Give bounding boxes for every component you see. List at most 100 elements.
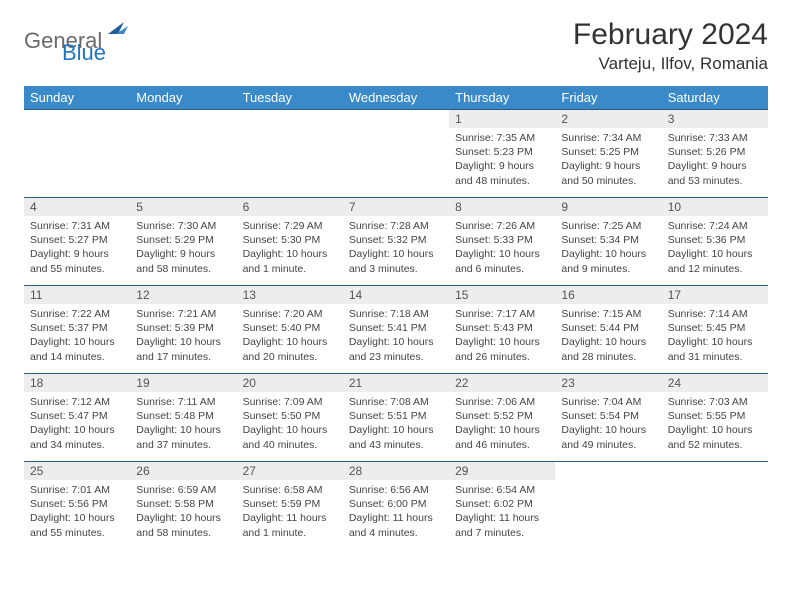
day-line-day2: and 55 minutes.	[30, 526, 124, 540]
day-line-day2: and 40 minutes.	[243, 438, 337, 452]
day-details: Sunrise: 7:29 AMSunset: 5:30 PMDaylight:…	[237, 216, 343, 282]
day-line-sunset: Sunset: 5:47 PM	[30, 409, 124, 423]
day-line-sunrise: Sunrise: 7:22 AM	[30, 307, 124, 321]
day-line-day2: and 12 minutes.	[668, 262, 762, 276]
calendar-table: Sunday Monday Tuesday Wednesday Thursday…	[24, 86, 768, 550]
day-line-day1: Daylight: 10 hours	[243, 247, 337, 261]
day-details: Sunrise: 7:15 AMSunset: 5:44 PMDaylight:…	[555, 304, 661, 370]
day-line-sunset: Sunset: 5:40 PM	[243, 321, 337, 335]
calendar-cell: 25Sunrise: 7:01 AMSunset: 5:56 PMDayligh…	[24, 462, 130, 550]
day-number: 4	[24, 198, 130, 216]
day-line-sunset: Sunset: 5:59 PM	[243, 497, 337, 511]
day-line-day1: Daylight: 10 hours	[668, 247, 762, 261]
day-line-day2: and 6 minutes.	[455, 262, 549, 276]
day-number: 28	[343, 462, 449, 480]
day-line-sunrise: Sunrise: 7:12 AM	[30, 395, 124, 409]
day-line-day1: Daylight: 10 hours	[136, 423, 230, 437]
day-line-day2: and 50 minutes.	[561, 174, 655, 188]
calendar-cell	[237, 110, 343, 198]
day-number: 23	[555, 374, 661, 392]
calendar-cell: 16Sunrise: 7:15 AMSunset: 5:44 PMDayligh…	[555, 286, 661, 374]
month-title: February 2024	[573, 18, 768, 52]
calendar-cell: 29Sunrise: 6:54 AMSunset: 6:02 PMDayligh…	[449, 462, 555, 550]
calendar-cell: 13Sunrise: 7:20 AMSunset: 5:40 PMDayligh…	[237, 286, 343, 374]
flag-icon	[108, 20, 130, 43]
day-number: 12	[130, 286, 236, 304]
calendar-cell: 8Sunrise: 7:26 AMSunset: 5:33 PMDaylight…	[449, 198, 555, 286]
day-number: 29	[449, 462, 555, 480]
day-line-sunset: Sunset: 5:50 PM	[243, 409, 337, 423]
day-line-day1: Daylight: 10 hours	[561, 335, 655, 349]
calendar-cell: 10Sunrise: 7:24 AMSunset: 5:36 PMDayligh…	[662, 198, 768, 286]
calendar-cell: 12Sunrise: 7:21 AMSunset: 5:39 PMDayligh…	[130, 286, 236, 374]
calendar-week-row: 4Sunrise: 7:31 AMSunset: 5:27 PMDaylight…	[24, 198, 768, 286]
day-number: 3	[662, 110, 768, 128]
day-line-day2: and 3 minutes.	[349, 262, 443, 276]
calendar-cell: 9Sunrise: 7:25 AMSunset: 5:34 PMDaylight…	[555, 198, 661, 286]
day-line-sunset: Sunset: 5:23 PM	[455, 145, 549, 159]
calendar-cell: 2Sunrise: 7:34 AMSunset: 5:25 PMDaylight…	[555, 110, 661, 198]
day-line-day1: Daylight: 10 hours	[668, 423, 762, 437]
day-line-day1: Daylight: 10 hours	[561, 423, 655, 437]
day-line-day1: Daylight: 10 hours	[349, 335, 443, 349]
calendar-week-row: 1Sunrise: 7:35 AMSunset: 5:23 PMDaylight…	[24, 110, 768, 198]
day-line-sunrise: Sunrise: 7:30 AM	[136, 219, 230, 233]
day-line-day2: and 55 minutes.	[30, 262, 124, 276]
day-line-sunrise: Sunrise: 7:15 AM	[561, 307, 655, 321]
day-line-sunrise: Sunrise: 7:11 AM	[136, 395, 230, 409]
day-line-sunrise: Sunrise: 6:59 AM	[136, 483, 230, 497]
day-details: Sunrise: 7:24 AMSunset: 5:36 PMDaylight:…	[662, 216, 768, 282]
day-details: Sunrise: 7:26 AMSunset: 5:33 PMDaylight:…	[449, 216, 555, 282]
day-line-day2: and 52 minutes.	[668, 438, 762, 452]
day-number: 25	[24, 462, 130, 480]
day-line-sunrise: Sunrise: 7:26 AM	[455, 219, 549, 233]
day-details: Sunrise: 7:25 AMSunset: 5:34 PMDaylight:…	[555, 216, 661, 282]
calendar-cell	[343, 110, 449, 198]
day-details: Sunrise: 7:03 AMSunset: 5:55 PMDaylight:…	[662, 392, 768, 458]
day-line-day1: Daylight: 9 hours	[561, 159, 655, 173]
day-number: 26	[130, 462, 236, 480]
title-block: February 2024 Varteju, Ilfov, Romania	[573, 18, 768, 74]
day-line-day2: and 1 minute.	[243, 526, 337, 540]
calendar-cell: 4Sunrise: 7:31 AMSunset: 5:27 PMDaylight…	[24, 198, 130, 286]
day-line-sunset: Sunset: 5:58 PM	[136, 497, 230, 511]
day-details: Sunrise: 7:31 AMSunset: 5:27 PMDaylight:…	[24, 216, 130, 282]
day-line-day1: Daylight: 11 hours	[455, 511, 549, 525]
calendar-cell: 20Sunrise: 7:09 AMSunset: 5:50 PMDayligh…	[237, 374, 343, 462]
day-line-day2: and 49 minutes.	[561, 438, 655, 452]
day-line-sunset: Sunset: 5:34 PM	[561, 233, 655, 247]
day-line-sunset: Sunset: 5:33 PM	[455, 233, 549, 247]
day-line-sunrise: Sunrise: 7:09 AM	[243, 395, 337, 409]
day-line-sunrise: Sunrise: 7:01 AM	[30, 483, 124, 497]
calendar-cell: 6Sunrise: 7:29 AMSunset: 5:30 PMDaylight…	[237, 198, 343, 286]
day-line-sunset: Sunset: 5:54 PM	[561, 409, 655, 423]
day-details: Sunrise: 7:12 AMSunset: 5:47 PMDaylight:…	[24, 392, 130, 458]
day-line-sunset: Sunset: 5:41 PM	[349, 321, 443, 335]
day-line-sunrise: Sunrise: 7:08 AM	[349, 395, 443, 409]
day-line-day1: Daylight: 11 hours	[349, 511, 443, 525]
day-line-day1: Daylight: 10 hours	[668, 335, 762, 349]
day-line-sunrise: Sunrise: 7:28 AM	[349, 219, 443, 233]
weekday-header: Thursday	[449, 86, 555, 110]
day-line-day2: and 34 minutes.	[30, 438, 124, 452]
day-details: Sunrise: 7:28 AMSunset: 5:32 PMDaylight:…	[343, 216, 449, 282]
day-line-sunrise: Sunrise: 6:56 AM	[349, 483, 443, 497]
day-line-sunrise: Sunrise: 7:29 AM	[243, 219, 337, 233]
calendar-week-row: 11Sunrise: 7:22 AMSunset: 5:37 PMDayligh…	[24, 286, 768, 374]
day-line-sunset: Sunset: 5:51 PM	[349, 409, 443, 423]
day-line-sunrise: Sunrise: 6:54 AM	[455, 483, 549, 497]
day-line-sunset: Sunset: 6:00 PM	[349, 497, 443, 511]
calendar-week-row: 25Sunrise: 7:01 AMSunset: 5:56 PMDayligh…	[24, 462, 768, 550]
day-line-day2: and 43 minutes.	[349, 438, 443, 452]
day-line-sunset: Sunset: 5:29 PM	[136, 233, 230, 247]
logo: General Blue	[24, 18, 164, 64]
location: Varteju, Ilfov, Romania	[573, 54, 768, 74]
calendar-cell: 18Sunrise: 7:12 AMSunset: 5:47 PMDayligh…	[24, 374, 130, 462]
day-line-sunset: Sunset: 5:30 PM	[243, 233, 337, 247]
day-line-sunset: Sunset: 5:55 PM	[668, 409, 762, 423]
day-details: Sunrise: 7:20 AMSunset: 5:40 PMDaylight:…	[237, 304, 343, 370]
day-line-sunset: Sunset: 5:37 PM	[30, 321, 124, 335]
day-line-sunset: Sunset: 5:25 PM	[561, 145, 655, 159]
weekday-header: Monday	[130, 86, 236, 110]
day-details: Sunrise: 7:01 AMSunset: 5:56 PMDaylight:…	[24, 480, 130, 546]
